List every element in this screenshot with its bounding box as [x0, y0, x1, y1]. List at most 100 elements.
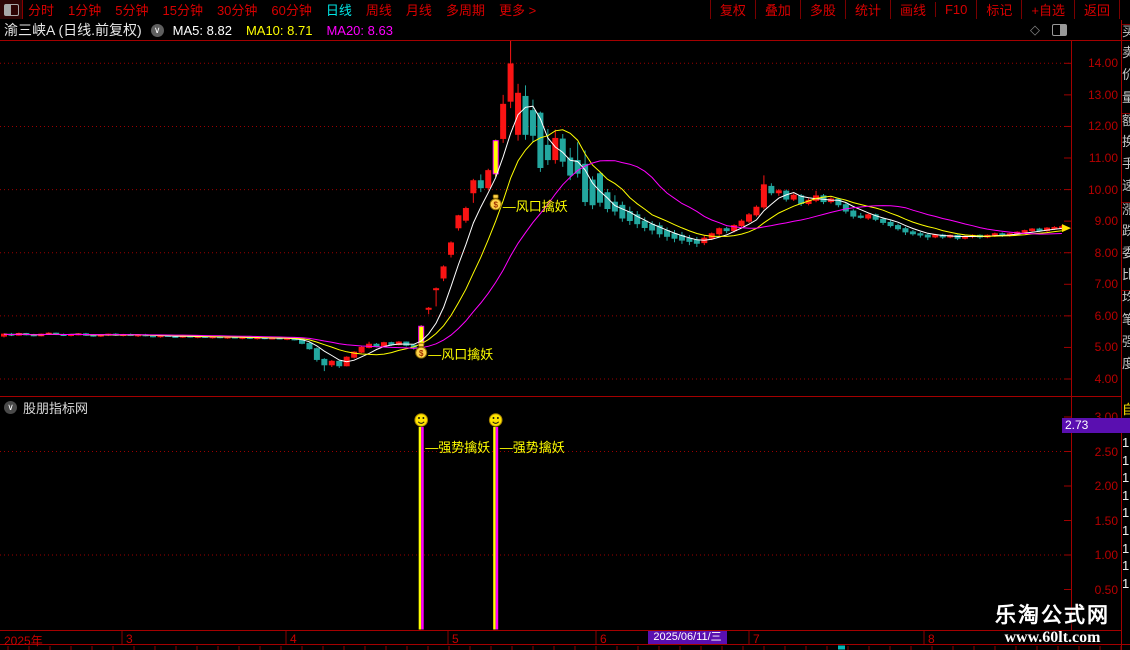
toolbar-button-标记[interactable]: 标记	[976, 0, 1021, 19]
toolbar-button-复权[interactable]: 复权	[709, 0, 755, 19]
toolbar-button-+自选[interactable]: +自选	[1021, 0, 1074, 19]
sidebar-value: 1	[1122, 452, 1130, 468]
sidebar-value: 1	[1122, 487, 1130, 503]
price-arrow-icon	[1062, 224, 1071, 233]
sidebar-item[interactable]: 卖	[1122, 45, 1130, 61]
sidebar-value: 1	[1122, 558, 1130, 574]
date-axis-label: 8	[928, 632, 935, 646]
date-axis-label: 3	[126, 632, 133, 646]
action-buttons: 复权 叠加 多股 统计 画线 F10 标记 +自选 返回	[709, 0, 1120, 19]
price-axis-label: 10.00	[1087, 182, 1118, 197]
date-axis-label: 7	[753, 632, 760, 646]
sidebar-value: 1	[1122, 470, 1130, 486]
sidebar-item[interactable]: 手	[1122, 156, 1130, 172]
toolbar-button-统计[interactable]: 统计	[844, 0, 890, 19]
watermark-title: 乐淘公式网	[995, 604, 1110, 627]
price-axis-label: 14.00	[1087, 56, 1118, 71]
date-axis-label: 4	[290, 632, 297, 646]
signal-label: —强势擒妖	[425, 440, 491, 455]
signal-label: —强势擒妖	[499, 440, 565, 455]
ma-label-undefined: MA5: 8.82	[172, 22, 232, 38]
chevron-down-icon[interactable]: ∨	[4, 401, 17, 414]
sidebar-value: 1	[1122, 523, 1130, 538]
ma-legend: MA5: 8.82 MA10: 8.71 MA20: 8.63	[173, 23, 407, 38]
price-axis-label: 11.00	[1088, 151, 1118, 165]
toolbar-tab-日线[interactable]: 日线	[325, 3, 352, 18]
toolbar-tab-60分钟[interactable]: 60分钟	[271, 3, 312, 18]
indicator-axis-label: 2.50	[1094, 444, 1118, 459]
split-view-icon[interactable]	[1052, 24, 1067, 36]
price-axis-label: 8.00	[1094, 245, 1118, 260]
indicator-panel-header: ∨ 股朋指标网	[4, 398, 88, 417]
sidebar-item[interactable]: 笔	[1122, 311, 1130, 327]
date-axis-label: 6	[600, 632, 607, 646]
sidebar-item[interactable]: 跌	[1122, 222, 1130, 238]
smiley-icon	[488, 413, 503, 427]
indicator-panel-title: 股朋指标网	[23, 401, 89, 416]
toolbar-button-叠加[interactable]: 叠加	[754, 0, 800, 19]
toolbar-button-画线[interactable]: 画线	[889, 0, 935, 19]
sidebar-item[interactable]: 量	[1122, 89, 1130, 105]
date-axis-label: 5	[452, 632, 459, 646]
toolbar-tab-分时[interactable]: 分时	[28, 3, 55, 18]
money-bag-icon: $	[489, 194, 502, 211]
panel-toggle-icon	[3, 3, 19, 16]
indicator-axis-label: 1.50	[1094, 513, 1118, 528]
toolbar-tab-月线[interactable]: 月线	[405, 3, 432, 18]
watermark: 乐淘公式网 www.60lt.com	[995, 599, 1110, 647]
selected-date-badge: 2025/06/11/三	[648, 631, 727, 644]
sidebar-item[interactable]: 委	[1122, 245, 1130, 260]
smiley-icon	[414, 413, 429, 427]
ma-label-undefined: MA20: 8.63	[326, 22, 393, 38]
price-axis-label: 13.00	[1087, 87, 1118, 102]
toolbar-button-返回[interactable]: 返回	[1073, 0, 1120, 19]
sidebar-value: 1	[1122, 540, 1130, 556]
toolbar-tab-1分钟[interactable]: 1分钟	[68, 3, 102, 18]
symbol-title: 渝三峡A (日线.前复权)	[4, 22, 142, 38]
toolbar-button-F10[interactable]: F10	[934, 2, 976, 17]
sidebar-pinned-label: 自	[1122, 402, 1130, 417]
annotation-label: —风口擒妖	[428, 347, 494, 363]
sidebar-item[interactable]: 价	[1122, 67, 1130, 83]
svg-text:$: $	[419, 349, 424, 358]
indicator-axis-label: 0.50	[1094, 582, 1118, 597]
sidebar-item[interactable]: 额	[1122, 112, 1130, 128]
sidebar-item[interactable]: 比	[1122, 267, 1130, 283]
toolbar-tab-周线[interactable]: 周线	[365, 3, 392, 18]
sidebar-item[interactable]: 涨	[1122, 201, 1130, 217]
watermark-url: www.60lt.com	[1004, 629, 1101, 646]
sidebar-value: 1	[1122, 435, 1130, 450]
price-axis-label: 7.00	[1094, 277, 1118, 292]
sidebar-item[interactable]: 换	[1122, 134, 1130, 149]
indicator-current-value-badge: 2.73	[1062, 418, 1130, 433]
indicator-axis-label: 2.00	[1094, 479, 1118, 493]
ma-label-undefined: MA10: 8.71	[245, 22, 313, 38]
top-toolbar: 分时 1分钟 5分钟 15分钟 30分钟 60分钟 日线 周线 月线 多周期 更多 > 复权 叠加 多股…	[0, 0, 1130, 20]
price-axis-label: 6.00	[1094, 308, 1118, 323]
annotation-label: —风口擒妖	[502, 198, 568, 214]
price-axis-label: 12.00	[1087, 119, 1118, 134]
price-axis-label: 9.00	[1094, 214, 1118, 229]
toolbar-tab-更多 >[interactable]: 更多 >	[498, 3, 537, 18]
sidebar-item[interactable]: 度	[1122, 356, 1130, 371]
toolbar-button-多股[interactable]: 多股	[799, 0, 845, 19]
title-bar: 渝三峡A (日线.前复权) ∨ MA5: 8.82 MA10: 8.71 MA20:…	[4, 21, 407, 39]
sidebar-item[interactable]: 均	[1122, 290, 1130, 305]
toolbar-tab-多周期[interactable]: 多周期	[445, 3, 485, 18]
toolbar-tab-30分钟[interactable]: 30分钟	[216, 3, 258, 18]
chevron-down-icon[interactable]: ∨	[150, 23, 164, 37]
sidebar-item[interactable]: 买	[1122, 24, 1130, 39]
sidebar-value: 1	[1122, 505, 1130, 521]
price-axis-label: 4.00	[1094, 372, 1118, 386]
sidebar-item[interactable]: 速	[1122, 178, 1130, 194]
window-layout-button[interactable]	[0, 0, 23, 19]
svg-text:$: $	[493, 200, 498, 209]
diamond-icon[interactable]: ◇	[1030, 22, 1040, 37]
sidebar-item[interactable]: 强	[1122, 333, 1130, 349]
toolbar-tab-5分钟[interactable]: 5分钟	[115, 3, 149, 18]
indicator-axis-label: 1.00	[1094, 548, 1118, 562]
toolbar-tab-15分钟[interactable]: 15分钟	[162, 3, 203, 18]
period-tabs: 分时 1分钟 5分钟 15分钟 30分钟 60分钟 日线 周线 月线 多周期 更多 >	[28, 0, 536, 19]
